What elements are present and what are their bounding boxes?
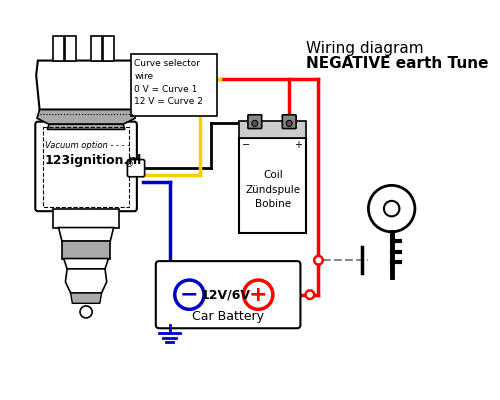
Circle shape bbox=[80, 306, 92, 318]
Text: Curve selector
wire
0 V = Curve 1
12 V = Curve 2: Curve selector wire 0 V = Curve 1 12 V =… bbox=[134, 59, 203, 106]
Text: −: − bbox=[180, 285, 199, 305]
Polygon shape bbox=[54, 36, 64, 60]
FancyBboxPatch shape bbox=[36, 122, 137, 211]
Circle shape bbox=[244, 280, 273, 309]
Text: Wiring diagram: Wiring diagram bbox=[306, 41, 423, 56]
Text: +: + bbox=[294, 140, 302, 150]
Text: Coil
Zündspule
Bobine: Coil Zündspule Bobine bbox=[246, 170, 300, 210]
Text: −: − bbox=[242, 140, 250, 150]
FancyBboxPatch shape bbox=[156, 261, 300, 328]
Polygon shape bbox=[64, 258, 108, 269]
Polygon shape bbox=[62, 241, 110, 258]
Circle shape bbox=[368, 185, 415, 232]
Polygon shape bbox=[58, 228, 114, 241]
Text: Car Battery: Car Battery bbox=[192, 310, 264, 323]
Polygon shape bbox=[104, 36, 114, 60]
Text: ®: ® bbox=[125, 160, 134, 169]
Polygon shape bbox=[70, 293, 102, 303]
Bar bbox=[240, 121, 306, 138]
Polygon shape bbox=[37, 110, 135, 124]
Circle shape bbox=[306, 290, 314, 299]
FancyBboxPatch shape bbox=[128, 160, 144, 177]
Text: NEGATIVE earth Tune: NEGATIVE earth Tune bbox=[306, 56, 488, 71]
Polygon shape bbox=[48, 124, 125, 130]
Bar bbox=[131, 54, 217, 116]
FancyBboxPatch shape bbox=[248, 115, 262, 128]
Bar bbox=[240, 138, 306, 233]
Circle shape bbox=[286, 120, 292, 126]
Polygon shape bbox=[36, 60, 136, 110]
FancyBboxPatch shape bbox=[282, 115, 296, 128]
Polygon shape bbox=[66, 269, 106, 293]
Text: +: + bbox=[249, 285, 268, 305]
Circle shape bbox=[174, 280, 204, 309]
Polygon shape bbox=[91, 36, 102, 60]
Text: Vacuum option - - - -: Vacuum option - - - - bbox=[45, 141, 130, 150]
Text: 123ignition.nl: 123ignition.nl bbox=[45, 154, 142, 167]
Circle shape bbox=[314, 256, 323, 264]
Polygon shape bbox=[54, 209, 119, 228]
Circle shape bbox=[384, 201, 400, 216]
Text: 12V/6V: 12V/6V bbox=[200, 288, 250, 301]
Polygon shape bbox=[66, 36, 76, 60]
Circle shape bbox=[252, 120, 258, 126]
